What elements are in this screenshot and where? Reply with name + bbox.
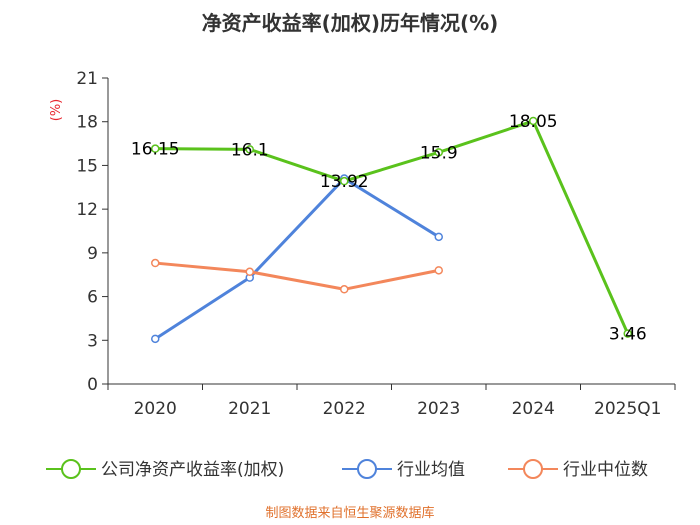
legend-label: 行业中位数 [563,460,648,480]
data-label: 18.05 [509,112,558,132]
data-labels: 16.15 16.1 13.92 15.9 18.05 3.46 [131,112,647,345]
y-tick-label: 18 [76,113,98,133]
data-point [245,145,254,154]
y-tick-label: 21 [76,69,98,89]
legend-item-1: 行业均值 [342,459,465,480]
series-0 [151,116,632,338]
data-point [434,148,443,157]
series-line [155,261,440,291]
data-point [340,285,349,294]
legend-label: 行业均值 [397,460,465,480]
data-point [151,334,160,344]
series-line [154,177,440,341]
y-tick-label: 0 [87,375,98,395]
y-axis-unit-label: (%) [49,99,64,122]
data-label: 15.9 [420,143,458,163]
legend-marker [357,459,377,479]
series-2 [151,258,443,294]
y-tick-label: 15 [76,156,98,176]
x-tick-label: 2021 [228,399,271,419]
data-label: 13.92 [320,172,369,192]
y-tick-label: 3 [87,331,98,351]
data-label: 16.1 [231,140,269,160]
source-note: 制图数据来自恒生聚源数据库 [265,505,434,521]
data-point [151,144,160,153]
x-tick-label: 2024 [512,399,555,419]
series-line [155,119,630,335]
x-tick-label: 2022 [323,399,366,419]
data-point [151,258,160,268]
data-label: 16.15 [131,140,180,160]
legend-item-0: 公司净资产收益率(加权) [46,459,284,480]
data-label: 3.46 [609,325,647,345]
data-point [340,176,349,186]
data-point [434,266,443,275]
series-1 [151,174,443,344]
x-tick-label: 2025Q1 [594,399,661,419]
y-tick-label: 9 [87,244,98,264]
legend-marker [523,459,543,479]
series-lines [151,116,632,344]
chart-title: 净资产收益率(加权)历年情况(%) [202,11,499,35]
x-tick-label: 2023 [417,399,460,419]
y-tick-label: 12 [76,200,98,220]
y-tick-label: 6 [87,288,98,308]
legend-item-2: 行业中位数 [508,459,648,480]
legend-label: 公司净资产收益率(加权) [101,460,284,480]
data-point [434,232,443,242]
legend: 公司净资产收益率(加权) 行业均值 行业中位数 [46,459,648,480]
x-tick-label: 2020 [134,399,177,419]
axes: 0 3 6 9 12 15 18 21 2020 2021 2022 2023 2024 2025Q1 [76,69,676,419]
data-point [245,267,254,277]
data-point [623,329,632,338]
data-point [529,116,538,126]
legend-marker [61,459,81,479]
